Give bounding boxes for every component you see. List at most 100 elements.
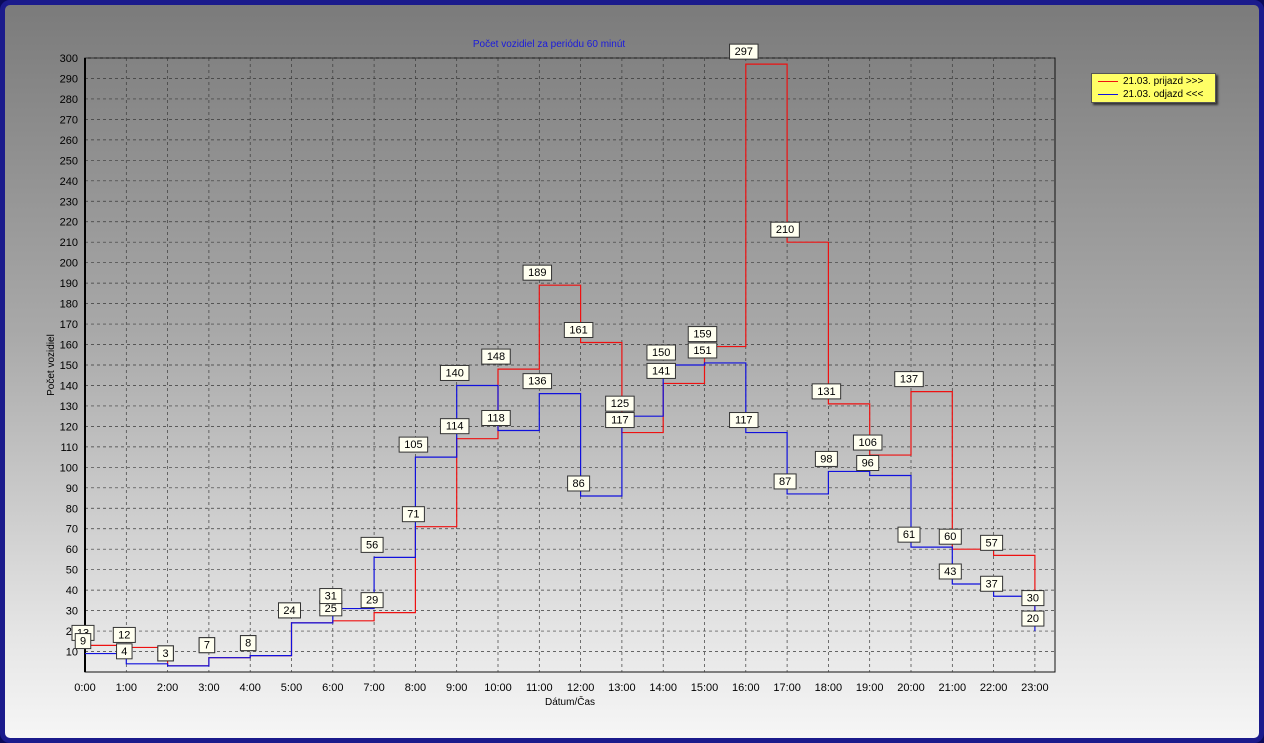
data-label-value: 161	[569, 324, 587, 336]
data-label-value: 86	[572, 478, 584, 490]
y-tick-label: 290	[60, 73, 78, 85]
data-label-value: 12	[118, 629, 130, 641]
data-label-value: 140	[446, 367, 464, 379]
data-label-box	[74, 633, 92, 650]
x-tick-label: 5:00	[281, 682, 302, 694]
data-label: 148	[481, 348, 511, 365]
data-label: 31	[319, 588, 343, 605]
data-label-value: 114	[446, 421, 464, 433]
data-label-value: 3	[163, 648, 169, 660]
data-label: 7	[198, 637, 216, 654]
data-label: 56	[360, 536, 384, 553]
legend-item-arrivals: 21.03. prijazd >>>	[1092, 75, 1215, 88]
data-label-box	[852, 434, 883, 451]
data-label: 150	[646, 344, 676, 361]
data-label-value: 98	[820, 453, 832, 465]
y-tick-label: 140	[60, 380, 78, 392]
data-label: 140	[439, 364, 470, 381]
x-tick-label: 1:00	[116, 682, 137, 694]
data-label-value: 61	[903, 529, 915, 541]
data-label: 159	[687, 326, 718, 343]
x-tick-label: 9:00	[446, 682, 467, 694]
data-label-box	[481, 409, 511, 426]
data-label: 117	[605, 412, 635, 429]
data-label-box	[398, 436, 429, 453]
data-label-box	[687, 342, 718, 359]
data-label-box	[567, 475, 591, 492]
data-label-value: 7	[204, 640, 210, 652]
y-tick-label: 60	[66, 544, 78, 556]
data-label-box	[646, 344, 676, 361]
y-tick-label: 210	[60, 237, 78, 249]
data-label: 37	[980, 575, 1004, 592]
y-tick-label: 280	[60, 94, 78, 106]
data-label: 161	[563, 321, 594, 338]
x-axis-label: Dátum/Čas	[545, 695, 595, 708]
x-tick-label: 20:00	[897, 682, 925, 694]
data-label-value: 297	[735, 46, 753, 58]
data-label: 210	[770, 221, 800, 238]
data-label-value: 30	[1027, 593, 1039, 605]
y-tick-label: 150	[60, 360, 78, 372]
y-tick-label: 180	[60, 299, 78, 311]
x-tick-label: 17:00	[773, 682, 801, 694]
data-label-box	[401, 506, 425, 523]
data-label: 3	[157, 645, 174, 662]
data-label-value: 37	[985, 578, 997, 590]
data-label-box	[980, 575, 1004, 592]
data-label-value: 29	[366, 595, 378, 607]
y-tick-label: 220	[60, 217, 78, 229]
x-tick-label: 13:00	[608, 682, 636, 694]
data-label: 118	[481, 409, 511, 426]
data-label-box	[980, 534, 1004, 551]
data-label: 117	[729, 412, 759, 429]
data-label-box	[319, 588, 343, 605]
x-tick-label: 3:00	[198, 682, 219, 694]
data-label-value: 57	[985, 537, 997, 549]
data-label: 12	[112, 626, 136, 643]
x-tick-label: 16:00	[732, 682, 760, 694]
legend-swatch-arrivals	[1098, 81, 1118, 82]
x-tick-label: 2:00	[157, 682, 178, 694]
legend: 21.03. prijazd >>> 21.03. odjazd <<<	[1091, 73, 1216, 103]
data-label-box	[522, 264, 553, 281]
data-label-box	[157, 645, 174, 662]
legend-label-arrivals: 21.03. prijazd >>>	[1123, 76, 1204, 87]
data-label: 96	[856, 455, 880, 472]
y-tick-label: 160	[60, 340, 78, 352]
x-tick-label: 23:00	[1021, 682, 1049, 694]
data-label: 141	[646, 362, 676, 379]
data-label: 8	[239, 635, 257, 652]
x-tick-label: 19:00	[856, 682, 884, 694]
data-label-value: 117	[735, 415, 753, 427]
y-axis-label: Počet vozidiel	[46, 334, 57, 396]
data-label-box	[646, 362, 676, 379]
y-tick-label: 110	[60, 442, 78, 454]
y-tick-label: 30	[66, 606, 78, 618]
data-label-box	[605, 395, 635, 412]
data-label-box	[729, 43, 759, 60]
data-label: 189	[522, 264, 553, 281]
data-label-box	[198, 637, 216, 654]
y-tick-label: 130	[60, 401, 78, 413]
data-label: 43	[938, 563, 962, 580]
data-label-value: 25	[325, 603, 337, 615]
data-label: 131	[811, 383, 842, 400]
data-label: 30	[1021, 590, 1045, 607]
data-label-value: 131	[817, 386, 835, 398]
data-label: 136	[522, 373, 553, 390]
data-label-box	[811, 383, 842, 400]
data-label-value: 20	[1027, 613, 1039, 625]
y-tick-label: 10	[66, 647, 78, 659]
data-label: 98	[814, 450, 838, 467]
data-label: 137	[894, 371, 924, 388]
data-label-value: 4	[121, 646, 127, 658]
data-label-box	[112, 626, 136, 643]
data-label-value: 105	[404, 439, 422, 451]
x-tick-label: 4:00	[239, 682, 260, 694]
x-tick-label: 11:00	[526, 682, 553, 694]
data-label: 4	[116, 643, 133, 660]
data-label: 25	[319, 600, 343, 617]
data-label: 86	[567, 475, 591, 492]
